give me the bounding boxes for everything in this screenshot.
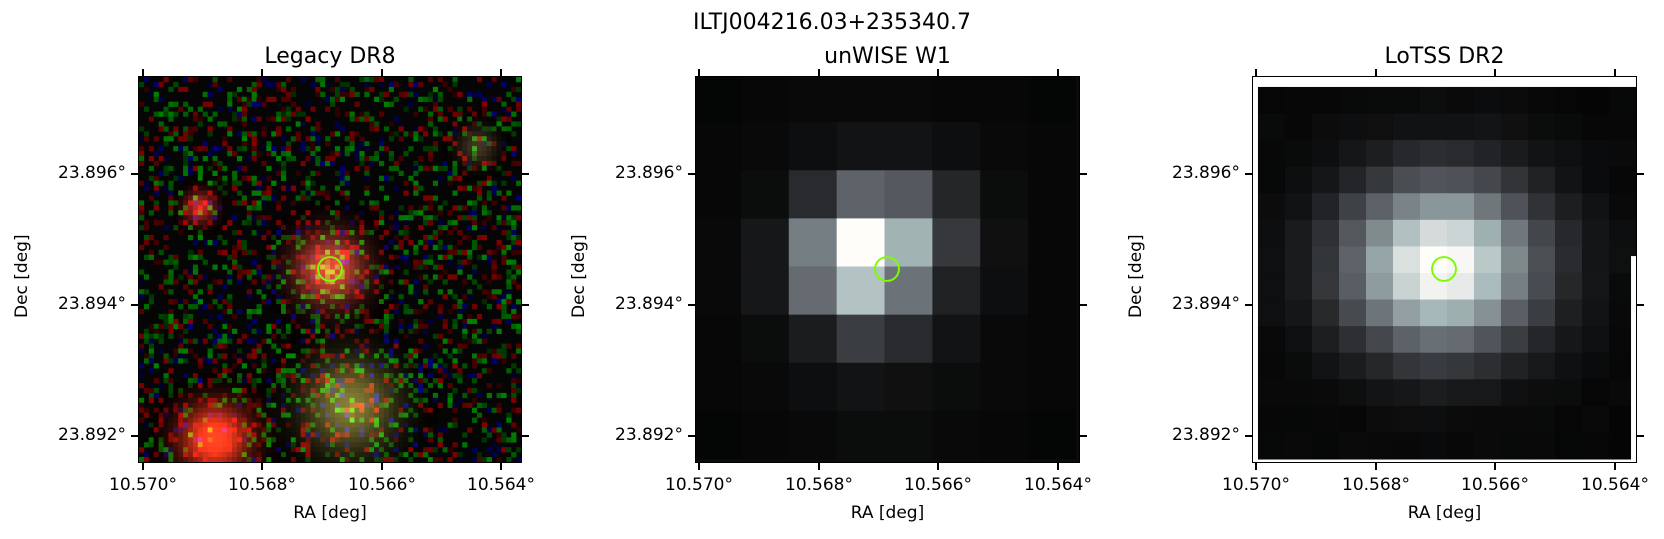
target-marker-circle bbox=[1431, 256, 1457, 282]
x-tick-mark bbox=[1614, 463, 1616, 470]
y-axis-label: Dec [deg] bbox=[569, 233, 589, 318]
target-marker-circle bbox=[874, 256, 900, 282]
x-tick-mark-top bbox=[1255, 69, 1257, 76]
lotss-image-panel bbox=[1252, 76, 1637, 463]
x-tick-label: 10.570° bbox=[109, 475, 177, 495]
panel-title-lotss: LoTSS DR2 bbox=[1384, 44, 1505, 69]
y-tick-mark-right bbox=[1637, 173, 1644, 175]
panel-title-unwise: unWISE W1 bbox=[824, 44, 951, 69]
y-axis-label: Dec [deg] bbox=[1126, 233, 1146, 318]
y-tick-label: 23.896° bbox=[615, 163, 683, 183]
x-tick-mark-top bbox=[500, 69, 502, 76]
y-tick-mark-right bbox=[1080, 435, 1087, 437]
unwise-grayscale-image bbox=[696, 77, 1079, 462]
x-tick-mark-top bbox=[381, 69, 383, 76]
y-tick-mark bbox=[131, 304, 138, 306]
x-tick-mark-top bbox=[1494, 69, 1496, 76]
legacy-rgb-image bbox=[139, 77, 521, 462]
x-tick-label: 10.568° bbox=[785, 475, 853, 495]
y-tick-mark bbox=[131, 173, 138, 175]
x-tick-label: 10.564° bbox=[467, 475, 535, 495]
x-tick-label: 10.566° bbox=[1461, 475, 1529, 495]
x-tick-mark-top bbox=[261, 69, 263, 76]
y-tick-label: 23.892° bbox=[58, 425, 126, 445]
x-tick-label: 10.570° bbox=[665, 475, 733, 495]
x-tick-mark-top bbox=[1375, 69, 1377, 76]
y-tick-label: 23.892° bbox=[615, 425, 683, 445]
y-tick-mark bbox=[1245, 435, 1252, 437]
y-tick-label: 23.894° bbox=[615, 294, 683, 314]
y-tick-mark-right bbox=[522, 435, 529, 437]
x-tick-label: 10.568° bbox=[1342, 475, 1410, 495]
x-tick-mark bbox=[500, 463, 502, 470]
rgb-pixel-grid bbox=[139, 77, 521, 462]
lotss-pixel-grid bbox=[1257, 86, 1636, 460]
y-tick-mark bbox=[131, 435, 138, 437]
x-tick-mark bbox=[937, 463, 939, 470]
x-tick-mark bbox=[261, 463, 263, 470]
x-tick-mark bbox=[142, 463, 144, 470]
x-tick-mark-top bbox=[818, 69, 820, 76]
x-tick-mark-top bbox=[698, 69, 700, 76]
x-tick-mark bbox=[698, 463, 700, 470]
x-axis-label: RA [deg] bbox=[1407, 503, 1482, 523]
x-tick-mark-top bbox=[937, 69, 939, 76]
panel-title-legacy: Legacy DR8 bbox=[264, 44, 396, 69]
lotss-grayscale-image bbox=[1253, 77, 1636, 462]
y-tick-label: 23.894° bbox=[58, 294, 126, 314]
x-tick-mark-top bbox=[142, 69, 144, 76]
y-tick-mark-right bbox=[522, 173, 529, 175]
y-axis-label: Dec [deg] bbox=[12, 233, 32, 318]
y-tick-mark bbox=[1245, 304, 1252, 306]
x-tick-label: 10.564° bbox=[1581, 475, 1649, 495]
unwise-image-panel bbox=[695, 76, 1080, 463]
target-marker-circle bbox=[317, 256, 343, 282]
figure-title: ILTJ004216.03+235340.7 bbox=[692, 10, 972, 35]
x-tick-mark bbox=[1255, 463, 1257, 470]
x-tick-mark bbox=[818, 463, 820, 470]
y-tick-mark bbox=[1245, 173, 1252, 175]
legacy-image-panel bbox=[138, 76, 522, 463]
x-tick-mark-top bbox=[1614, 69, 1616, 76]
x-tick-label: 10.566° bbox=[904, 475, 972, 495]
unwise-pixel-grid bbox=[696, 77, 1077, 460]
y-tick-mark bbox=[688, 173, 695, 175]
x-tick-label: 10.568° bbox=[228, 475, 296, 495]
y-tick-mark-right bbox=[522, 304, 529, 306]
y-tick-mark-right bbox=[1637, 435, 1644, 437]
y-tick-mark bbox=[688, 435, 695, 437]
x-tick-label: 10.570° bbox=[1222, 475, 1290, 495]
y-tick-label: 23.896° bbox=[1172, 163, 1240, 183]
y-tick-mark-right bbox=[1080, 304, 1087, 306]
y-tick-label: 23.896° bbox=[58, 163, 126, 183]
x-tick-mark bbox=[1375, 463, 1377, 470]
x-tick-mark bbox=[1494, 463, 1496, 470]
y-tick-label: 23.894° bbox=[1172, 294, 1240, 314]
x-tick-label: 10.566° bbox=[348, 475, 416, 495]
x-axis-label: RA [deg] bbox=[293, 503, 367, 523]
y-tick-mark bbox=[688, 304, 695, 306]
x-tick-mark bbox=[381, 463, 383, 470]
x-tick-mark bbox=[1057, 463, 1059, 470]
y-tick-mark-right bbox=[1637, 304, 1644, 306]
x-tick-label: 10.564° bbox=[1024, 475, 1092, 495]
y-tick-label: 23.892° bbox=[1172, 425, 1240, 445]
x-tick-mark-top bbox=[1057, 69, 1059, 76]
y-tick-mark-right bbox=[1080, 173, 1087, 175]
x-axis-label: RA [deg] bbox=[850, 503, 925, 523]
